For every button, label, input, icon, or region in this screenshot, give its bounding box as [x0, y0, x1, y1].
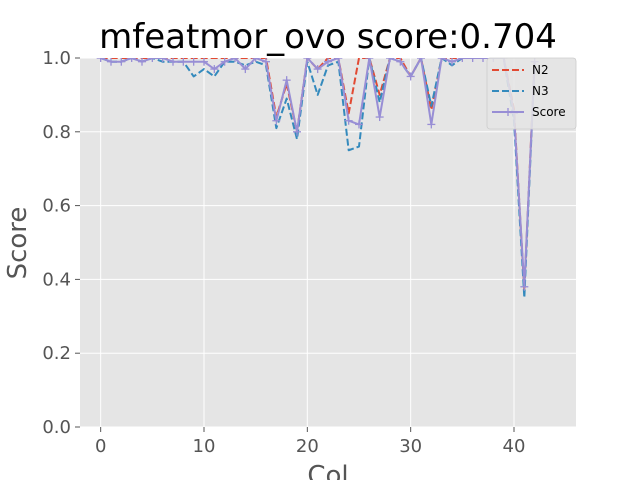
legend-item-score: Score: [492, 105, 566, 119]
x-axis-label: Col: [307, 461, 348, 480]
legend-label: N2: [532, 63, 549, 77]
point-marker-score: [231, 58, 239, 62]
point-marker-score: [272, 116, 281, 125]
point-marker-score: [293, 127, 301, 136]
point-marker-score: [251, 58, 260, 62]
point-marker-score: [324, 58, 332, 66]
point-marker-score: [427, 120, 436, 129]
point-marker-score: [107, 58, 115, 66]
x-tick-label: 0: [95, 436, 106, 457]
legend-item-n2: N2: [492, 63, 549, 77]
point-marker-score: [200, 58, 208, 66]
legend-item-n3: N3: [492, 84, 549, 98]
point-marker-score: [437, 58, 446, 62]
point-marker-score: [520, 282, 529, 291]
point-marker-score: [220, 58, 229, 66]
point-marker-score: [396, 58, 405, 66]
point-marker-score: [375, 113, 384, 122]
point-marker-score: [313, 65, 322, 74]
point-marker-score: [241, 65, 250, 74]
point-marker-score: [303, 58, 312, 62]
y-tick-label: 0.0: [42, 417, 71, 438]
y-tick-label: 0.4: [42, 269, 71, 290]
legend-label: Score: [532, 105, 566, 119]
legend-label: N3: [532, 84, 549, 98]
point-marker-score: [262, 58, 270, 66]
y-axis-label: Score: [3, 207, 33, 280]
point-marker-score: [282, 76, 291, 85]
point-marker-score: [406, 72, 415, 81]
point-marker-score: [386, 58, 394, 62]
point-marker-score: [334, 58, 343, 62]
point-marker-score: [448, 58, 456, 66]
chart-title: mfeatmor_ovo score:0.704: [99, 17, 557, 57]
point-marker-score: [365, 58, 374, 62]
point-marker-score: [458, 58, 467, 62]
point-marker-score: [468, 58, 477, 62]
x-tick-label: 30: [399, 436, 422, 457]
x-axis-ticks: 0 10 20 30 40: [95, 427, 526, 457]
point-marker-score: [417, 58, 425, 62]
y-axis-ticks: 0.0 0.2 0.4 0.6 0.8 1.0: [42, 48, 80, 438]
y-tick-label: 0.8: [42, 122, 71, 143]
point-marker-score: [138, 58, 146, 66]
point-marker-score: [344, 116, 353, 125]
legend: N2 N3 Score: [486, 57, 577, 130]
y-tick-label: 1.0: [42, 48, 71, 69]
x-tick-label: 20: [296, 436, 319, 457]
y-tick-label: 0.2: [42, 343, 71, 364]
x-tick-label: 40: [503, 436, 526, 457]
point-marker-score: [96, 58, 105, 62]
y-tick-label: 0.6: [42, 196, 71, 217]
point-marker-score: [169, 58, 177, 66]
point-marker-score: [127, 58, 136, 62]
point-marker-score: [158, 58, 167, 62]
point-marker-score: [179, 58, 188, 66]
point-marker-score: [148, 58, 157, 62]
point-marker-score: [189, 58, 198, 66]
x-tick-label: 10: [193, 436, 216, 457]
point-marker-score: [117, 58, 126, 66]
point-marker-score: [479, 58, 487, 62]
point-marker-score: [210, 65, 219, 74]
point-marker-score: [355, 120, 363, 129]
